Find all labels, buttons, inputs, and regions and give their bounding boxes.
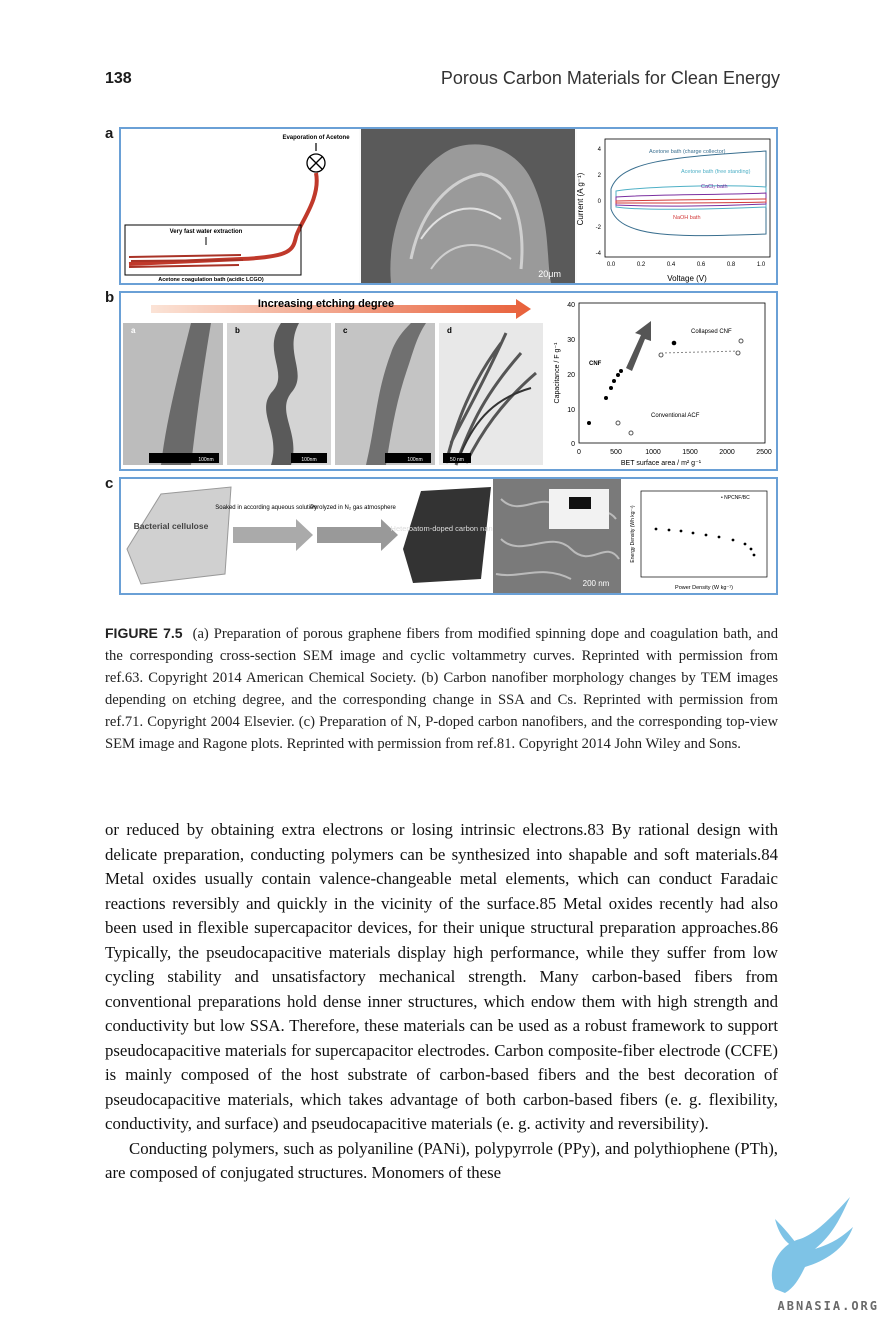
cv-ytick: -2 — [596, 225, 602, 231]
arrow2-label: Pyrolyzed in N₂ gas atmosphere — [310, 505, 396, 511]
svg-text:0: 0 — [577, 449, 581, 456]
figure-7-5: a Evaporation of Acetone Very fast water… — [105, 123, 778, 598]
ragone-legend: • NPCNF/BC — [721, 495, 750, 501]
ragone-points — [654, 527, 756, 557]
box-label: Very fast water extraction — [170, 229, 243, 235]
etching-arrow-label: Increasing etching degree — [258, 298, 394, 310]
cv-curve-4 — [615, 198, 767, 204]
panel-b-artwork: Increasing etching degree 100nm a 100nm … — [121, 293, 776, 469]
ragone-xlabel: Power Density (W kg⁻¹) — [675, 585, 733, 591]
paragraph-1: or reduced by obtaining extra electrons … — [105, 820, 778, 1133]
panel-letter-a: a — [105, 125, 114, 142]
cnf-points — [587, 340, 677, 425]
cv-xtick: 1.0 — [757, 262, 766, 268]
svg-text:2000: 2000 — [719, 449, 735, 456]
watermark-logo-icon — [771, 1197, 853, 1293]
cv-legend: Acetone bath (charge collector) — [649, 149, 726, 155]
panel-a-artwork: Evaporation of Acetone Very fast water e… — [121, 129, 776, 283]
capacitance-ylabel: Capacitance / F g⁻¹ — [554, 342, 561, 404]
cv-xtick: 0.6 — [697, 262, 706, 268]
svg-text:50 nm: 50 nm — [450, 457, 464, 463]
svg-text:10: 10 — [567, 407, 575, 414]
svg-text:100nm: 100nm — [301, 457, 316, 463]
arrow-step2 — [317, 519, 398, 551]
step1-label: Bacterial cellulose — [134, 521, 209, 531]
svg-text:1500: 1500 — [682, 449, 698, 456]
arrow-step1 — [233, 519, 313, 551]
svg-text:2500: 2500 — [756, 449, 772, 456]
tem-image-c: 100nm c — [335, 323, 435, 465]
cv-xtick: 0.2 — [637, 262, 646, 268]
tem-image-a: 100nm a — [123, 323, 223, 465]
fiber-strand — [128, 172, 319, 266]
cv-xtick: 0.4 — [667, 262, 676, 268]
bath-label: Acetone coagulation bath (acidic LCGO) — [158, 277, 264, 283]
label-cnf: CNF — [589, 361, 602, 367]
figure-caption: FIGURE 7.5 (a) Preparation of porous grap… — [105, 622, 778, 755]
cv-ytick: 4 — [598, 147, 602, 153]
label-collapsed-cnf: Collapsed CNF — [691, 329, 732, 335]
cv-xtick: 0.0 — [607, 262, 616, 268]
svg-text:100nm: 100nm — [198, 457, 213, 463]
ragone-ylabel: Energy Density (Wh kg⁻¹) — [630, 505, 636, 562]
panel-c: Bacterial cellulose Soaked in according … — [119, 477, 778, 595]
svg-text:c: c — [343, 326, 348, 335]
coagulation-box — [124, 224, 302, 276]
trend-arrow — [626, 321, 651, 371]
label-conventional-acf: Conventional ACF — [651, 413, 700, 419]
sem-scale-c: 200 nm — [583, 579, 610, 588]
arrow1-label: Soaked in according aqueous solution — [215, 505, 316, 511]
cv-legend: NaOH bath — [673, 215, 701, 221]
sem-scale-a: 20μm — [538, 269, 561, 279]
cv-legend: Acetone bath (free standing) — [681, 169, 751, 175]
page-number: 138 — [105, 70, 132, 87]
capacitance-xlabel: BET surface area / m² g⁻¹ — [621, 460, 702, 467]
cv-ytick: 0 — [598, 199, 602, 205]
svg-text:500: 500 — [610, 449, 622, 456]
tem-image-b: 100nm b — [227, 323, 331, 465]
svg-text:30: 30 — [567, 337, 575, 344]
panel-c-artwork: Bacterial cellulose Soaked in according … — [121, 479, 776, 593]
cv-ytick: -4 — [596, 251, 602, 257]
svg-text:40: 40 — [567, 302, 575, 309]
etching-arrow — [151, 299, 531, 319]
cv-legend: CaCl₂ bath — [701, 184, 728, 190]
svg-text:100nm: 100nm — [407, 457, 422, 463]
schematic-top-label: Evaporation of Acetone — [282, 135, 350, 141]
body-text: or reduced by obtaining extra electrons … — [105, 818, 778, 1186]
svg-text:20: 20 — [567, 372, 575, 379]
panel-letter-c: c — [105, 475, 114, 492]
caption-text: (a) Preparation of porous graphene fiber… — [105, 626, 778, 752]
carbon-nanofiber-sheet — [403, 487, 491, 583]
ragone-axes — [640, 490, 768, 578]
tem-image-d: 50 nm d — [439, 323, 543, 466]
svg-text:0: 0 — [571, 441, 575, 448]
caption-label: FIGURE 7.5 — [105, 625, 183, 641]
cv-ylabel: Current (A g⁻¹) — [576, 172, 585, 225]
cv-curve-1 — [610, 150, 767, 237]
cv-curve-3 — [615, 192, 767, 207]
panel-letter-b: b — [105, 289, 115, 306]
paragraph-2: Conducting polymers, such as polyaniline… — [105, 1138, 778, 1183]
running-title: Porous Carbon Materials for Clean Energy — [440, 68, 780, 88]
cv-axes — [604, 138, 771, 258]
valve-icon — [306, 153, 326, 173]
capacitance-axes — [578, 302, 766, 444]
panel-a: Evaporation of Acetone Very fast water e… — [119, 127, 778, 285]
cv-ytick: 2 — [598, 173, 602, 179]
svg-text:1000: 1000 — [645, 449, 661, 456]
bacterial-cellulose-sheet — [126, 486, 232, 585]
cv-curve-2 — [615, 185, 767, 210]
step2-label: Heteroatom-doped carbon nanofiber — [391, 524, 512, 533]
cv-xtick: 0.8 — [727, 262, 736, 268]
watermark-text: ABNASIA.ORG — [777, 1299, 879, 1313]
svg-text:a: a — [131, 326, 136, 335]
svg-text:b: b — [235, 326, 240, 335]
svg-text:d: d — [447, 326, 452, 335]
panel-b: Increasing etching degree 100nm a 100nm … — [119, 291, 778, 471]
cv-xlabel: Voltage (V) — [667, 274, 707, 283]
